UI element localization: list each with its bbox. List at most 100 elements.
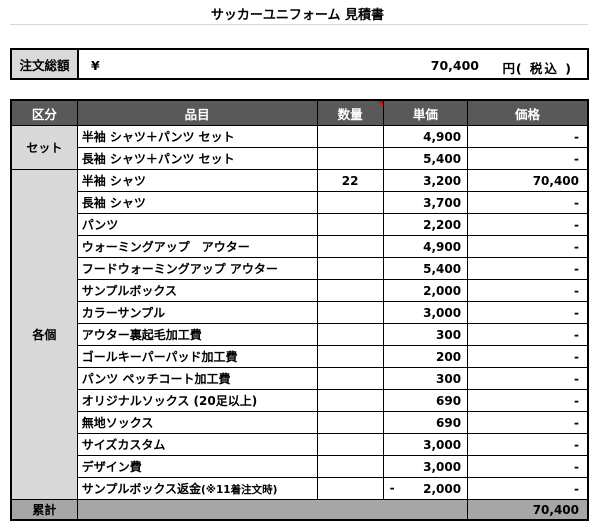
item-name: 長袖 シャツ [81,196,146,210]
comment-marker-icon[interactable] [377,101,383,106]
unit-price-cell[interactable]: 2,000 [382,279,469,302]
unit-price-cell[interactable]: 4,900 [382,125,469,148]
item-name-cell[interactable]: デザイン費 [76,455,318,478]
order-total-label: 注文総額 [10,48,79,80]
qty-cell[interactable] [316,125,384,148]
item-name-cell[interactable]: サンプルボックス返金(※11着注文時) [76,477,318,500]
unit-price-value: 5,400 [423,151,462,166]
unit-price-cell[interactable]: 5,400 [382,147,469,170]
item-name-cell[interactable]: 無地ソックス [76,411,318,434]
item-name-cell[interactable]: パンツ ペッチコート加工費 [76,367,318,390]
cumulative-price[interactable]: 70,400 [467,499,589,521]
unit-price-cell[interactable]: 2,200 [382,213,469,236]
item-name-cell[interactable]: パンツ [76,213,318,236]
negative-sign: - [389,481,395,495]
qty-cell[interactable] [316,279,384,302]
item-name: 無地ソックス [81,416,154,430]
order-total-cell[interactable]: ¥ 70,400 円 ( 税込 ) [77,48,589,80]
unit-price-value: 5,400 [423,261,462,276]
unit-price-cell[interactable]: 5,400 [382,257,469,280]
header-category[interactable]: 区分 [10,99,78,126]
price-cell[interactable]: - [467,411,589,434]
price-cell[interactable]: - [467,213,589,236]
price-cell[interactable]: - [467,191,589,214]
item-name-cell[interactable]: フードウォーミングアップ アウター [76,257,318,280]
item-name: オリジナルソックス (20足以上) [81,394,258,408]
unit-price-value: 300 [436,327,462,342]
item-name-cell[interactable]: 半袖 シャツ [76,169,318,192]
item-name-cell[interactable]: 長袖 シャツ [76,191,318,214]
qty-cell[interactable] [316,147,384,170]
price-cell[interactable]: - [467,389,589,412]
price-cell[interactable]: 70,400 [467,169,589,192]
qty-cell[interactable] [316,367,384,390]
unit-price-cell[interactable]: 3,000 [382,433,469,456]
qty-cell[interactable] [316,301,384,324]
qty-cell[interactable] [316,477,384,500]
item-name: フードウォーミングアップ アウター [81,262,278,276]
price-cell[interactable]: - [467,257,589,280]
unit-price-cell[interactable]: 4,900 [382,235,469,258]
qty-cell[interactable] [316,323,384,346]
price-cell[interactable]: - [467,455,589,478]
qty-cell[interactable] [316,191,384,214]
unit-price-cell[interactable]: - 2,000 [382,477,469,500]
header-item[interactable]: 品目 [76,99,318,126]
qty-cell[interactable] [316,213,384,236]
price-cell[interactable]: - [467,301,589,324]
price-cell[interactable]: - [467,147,589,170]
item-name-cell[interactable]: サイズカスタム [76,433,318,456]
order-total-block: 注文総額 ¥ 70,400 円 ( 税込 ) [10,48,589,80]
price-cell[interactable]: - [467,477,589,500]
unit-price-cell[interactable]: 3,200 [382,169,469,192]
unit-price-value: 690 [436,415,462,430]
price-cell[interactable]: - [467,345,589,368]
item-name-cell[interactable]: アウター裏起毛加工費 [76,323,318,346]
price-cell[interactable]: - [467,433,589,456]
price-cell[interactable]: - [467,125,589,148]
qty-cell[interactable] [316,345,384,368]
qty-cell[interactable] [316,389,384,412]
unit-price-cell[interactable]: 3,000 [382,455,469,478]
qty-cell[interactable] [316,433,384,456]
price-cell[interactable]: - [467,323,589,346]
category-cell[interactable]: セット [10,125,78,170]
unit-price-cell[interactable]: 200 [382,345,469,368]
unit-price-cell[interactable]: 690 [382,411,469,434]
item-name-cell[interactable]: ゴールキーパーパッド加工費 [76,345,318,368]
item-name-cell[interactable]: カラーサンプル [76,301,318,324]
price-cell[interactable]: - [467,367,589,390]
item-name-cell[interactable]: サンプルボックス [76,279,318,302]
qty-cell[interactable] [316,411,384,434]
cumulative-blank[interactable] [76,499,469,521]
qty-cell[interactable] [316,235,384,258]
cumulative-label[interactable]: 累計 [10,499,78,521]
category-cell[interactable]: 各個 [10,169,78,500]
qty-cell[interactable]: 22 [316,169,384,192]
table-row: 長袖 シャツ 3,700- [11,191,589,214]
table-row: サンプルボックス 2,000- [11,279,589,302]
table-row: 各個 半袖 シャツ 22 3,200 70,400 [10,169,589,500]
qty-cell[interactable] [316,455,384,478]
header-qty[interactable]: 数量 [316,99,384,126]
unit-price-cell[interactable]: 3,000 [382,301,469,324]
unit-price-cell[interactable]: 300 [382,367,469,390]
table-row: サンプルボックス返金(※11着注文時) -2,000- [11,477,589,500]
order-total-tax-note: ( 税込 ) [515,61,573,76]
unit-price-cell[interactable]: 300 [382,323,469,346]
item-name: パンツ ペッチコート加工費 [81,372,231,386]
item-name: サイズカスタム [81,438,166,452]
table-row: パンツ ペッチコート加工費 300- [11,367,589,390]
header-unit-price[interactable]: 単価 [382,99,469,126]
item-name-cell[interactable]: 長袖 シャツ＋パンツ セット [76,147,318,170]
unit-price-cell[interactable]: 690 [382,389,469,412]
price-cell[interactable]: - [467,279,589,302]
qty-cell[interactable] [316,257,384,280]
price-cell[interactable]: - [467,235,589,258]
header-price[interactable]: 価格 [467,99,589,126]
unit-price-cell[interactable]: 3,700 [382,191,469,214]
item-name-cell[interactable]: オリジナルソックス (20足以上) [76,389,318,412]
header-row: 区分 品目 数量 単価 価格 [10,99,589,126]
item-name-cell[interactable]: ウォーミングアップ アウター [76,235,318,258]
item-name-cell[interactable]: 半袖 シャツ＋パンツ セット [76,125,318,148]
